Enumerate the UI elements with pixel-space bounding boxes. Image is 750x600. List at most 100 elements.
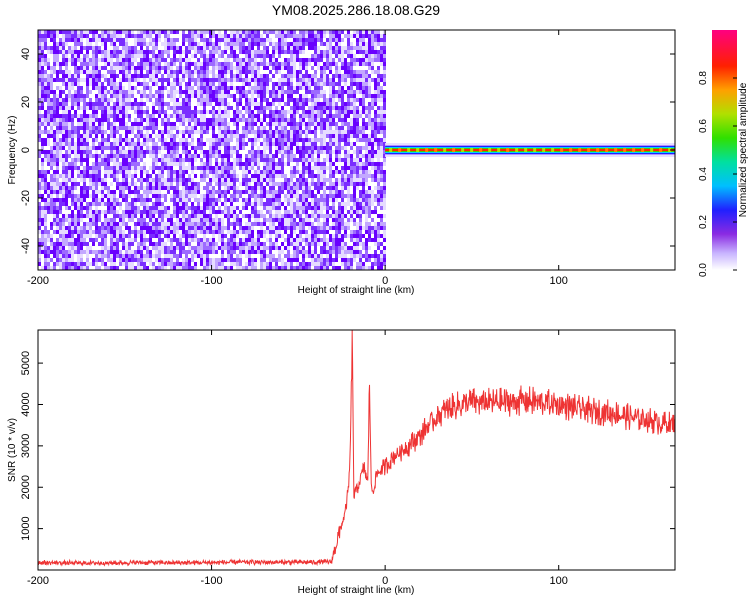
heatmap-cell xyxy=(302,154,305,158)
heatmap-cell xyxy=(113,78,116,82)
heatmap-cell xyxy=(317,50,320,54)
heatmap-cell xyxy=(149,94,152,98)
heatmap-cell xyxy=(335,46,338,50)
heatmap-cell xyxy=(152,122,155,126)
heatmap-cell xyxy=(338,90,341,94)
heatmap-cell xyxy=(230,134,233,138)
heatmap-cell xyxy=(332,130,335,134)
heatmap-cell xyxy=(257,34,260,38)
heatmap-cell xyxy=(140,150,143,154)
heatmap-cell xyxy=(383,110,386,114)
heatmap-cell xyxy=(143,190,146,194)
heatmap-cell xyxy=(194,30,197,34)
heatmap-cell xyxy=(347,30,350,34)
heatmap-cell xyxy=(284,138,287,142)
heatmap-cell xyxy=(149,178,152,182)
heatmap-cell xyxy=(221,234,224,238)
heatmap-cell xyxy=(95,66,98,70)
heatmap-cell xyxy=(359,82,362,86)
heatmap-cell xyxy=(377,30,380,34)
heatmap-cell xyxy=(146,174,149,178)
heatmap-cell xyxy=(137,114,140,118)
heatmap-cell xyxy=(98,126,101,130)
heatmap-cell xyxy=(254,202,257,206)
heatmap-cell xyxy=(116,74,119,78)
heatmap-cell xyxy=(110,70,113,74)
heatmap-cell xyxy=(260,186,263,190)
heatmap-cell xyxy=(305,202,308,206)
heatmap-cell xyxy=(176,158,179,162)
heatmap-cell xyxy=(155,62,158,66)
heatmap-cell xyxy=(98,210,101,214)
heatmap-cell xyxy=(38,38,41,42)
heatmap-cell xyxy=(377,38,380,42)
heatmap-cell xyxy=(269,146,272,150)
heatmap-cell xyxy=(260,102,263,106)
heatmap-cell xyxy=(122,66,125,70)
heatmap-cell xyxy=(77,214,80,218)
heatmap-cell xyxy=(71,50,74,54)
heatmap-cell xyxy=(269,190,272,194)
heatmap-cell xyxy=(146,198,149,202)
heatmap-cell xyxy=(320,210,323,214)
heatmap-cell xyxy=(311,90,314,94)
heatmap-cell xyxy=(335,102,338,106)
heatmap-cell xyxy=(374,134,377,138)
heatmap-cell xyxy=(284,186,287,190)
heatmap-cell xyxy=(104,86,107,90)
heatmap-cell xyxy=(197,154,200,158)
heatmap-cell xyxy=(254,86,257,90)
heatmap-cell xyxy=(224,134,227,138)
heatmap-cell xyxy=(152,58,155,62)
heatmap-cell xyxy=(359,230,362,234)
heatmap-cell xyxy=(56,134,59,138)
heatmap-cell xyxy=(278,90,281,94)
heatmap-cell xyxy=(116,62,119,66)
heatmap-cell xyxy=(230,154,233,158)
heatmap-cell xyxy=(296,82,299,86)
heatmap-cell xyxy=(377,190,380,194)
heatmap-cell xyxy=(194,54,197,58)
heatmap-cell xyxy=(65,214,68,218)
heatmap-cell xyxy=(353,98,356,102)
heatmap-cell xyxy=(44,86,47,90)
heatmap-cell xyxy=(260,230,263,234)
heatmap-cell xyxy=(173,134,176,138)
heatmap-cell xyxy=(95,178,98,182)
heatmap-cell xyxy=(362,78,365,82)
heatmap-cell xyxy=(137,74,140,78)
heatmap-cell xyxy=(224,74,227,78)
heatmap-cell xyxy=(269,142,272,146)
heatmap-cell xyxy=(179,102,182,106)
heatmap-cell xyxy=(185,46,188,50)
heatmap-cell xyxy=(233,170,236,174)
heatmap-cell xyxy=(95,158,98,162)
heatmap-cell xyxy=(278,206,281,210)
heatmap-cell xyxy=(245,234,248,238)
heatmap-cell xyxy=(320,34,323,38)
heatmap-cell xyxy=(197,66,200,70)
heatmap-cell xyxy=(197,86,200,90)
heatmap-cell xyxy=(377,214,380,218)
heatmap-cell xyxy=(380,62,383,66)
heatmap-cell xyxy=(185,218,188,222)
heatmap-cell xyxy=(77,82,80,86)
heatmap-cell xyxy=(182,30,185,34)
heatmap-cell xyxy=(254,150,257,154)
heatmap-cell xyxy=(281,158,284,162)
heatmap-cell xyxy=(380,218,383,222)
heatmap-cell xyxy=(350,78,353,82)
heatmap-cell xyxy=(161,110,164,114)
heatmap-cell xyxy=(278,66,281,70)
heatmap-cell xyxy=(287,78,290,82)
heatmap-cell xyxy=(188,162,191,166)
heatmap-cell xyxy=(86,38,89,42)
heatmap-cell xyxy=(350,210,353,214)
heatmap-cell xyxy=(161,214,164,218)
heatmap-cell xyxy=(74,222,77,226)
heatmap-cell xyxy=(98,70,101,74)
heatmap-cell xyxy=(44,118,47,122)
heatmap-cell xyxy=(212,134,215,138)
heatmap-cell xyxy=(140,154,143,158)
heatmap-cell xyxy=(374,38,377,42)
